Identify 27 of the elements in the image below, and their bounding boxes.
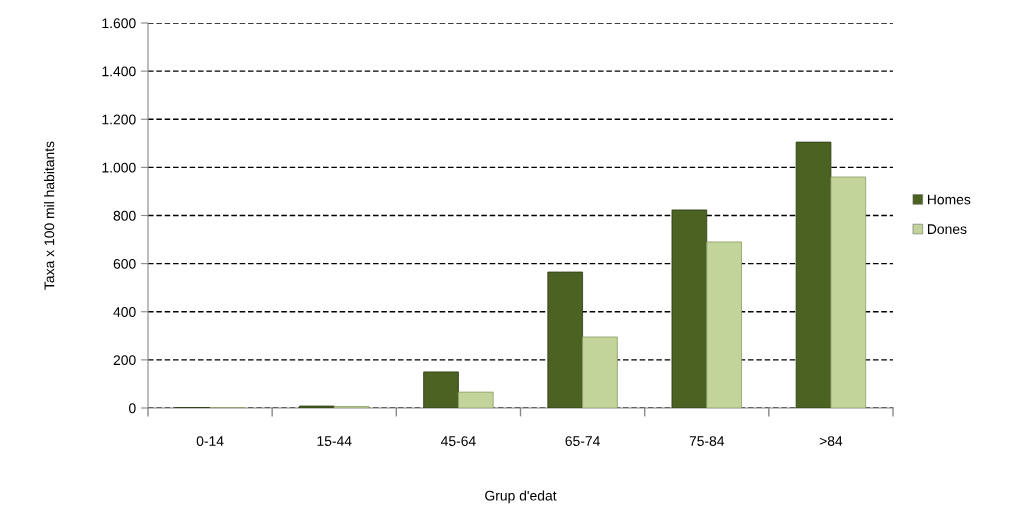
y-tick-label: 0 (129, 403, 136, 414)
x-tick-label: 45-64 (440, 436, 476, 446)
y-tick-label: 200 (113, 355, 136, 366)
x-tick-label: 75-84 (689, 436, 725, 446)
bar (458, 391, 494, 408)
legend-label: Homes (927, 194, 971, 205)
y-tick-label: 800 (113, 210, 136, 221)
y-tick-label: 600 (113, 258, 136, 269)
y-tick-label: 1.000 (102, 162, 136, 173)
bar (830, 176, 867, 408)
x-axis-title: Grup d'edat (485, 490, 557, 504)
y-axis-title: Taxa x 100 mil habitants (44, 141, 55, 290)
y-tick-label: 1.400 (102, 66, 136, 77)
x-tick-label: 0-14 (196, 436, 224, 446)
x-tick-label: 15-44 (317, 436, 352, 446)
bar (706, 241, 742, 408)
x-tick-label: 65-74 (565, 436, 600, 446)
bar (547, 271, 583, 408)
y-tick-label: 400 (113, 307, 136, 317)
bar (582, 336, 618, 408)
y-tick-label: 1.200 (102, 114, 136, 125)
x-tick-label: >84 (819, 436, 843, 446)
legend-label: Dones (927, 224, 967, 235)
y-tick-label: 1.600 (102, 18, 136, 29)
bar (671, 209, 708, 408)
bar (423, 371, 459, 408)
bar (795, 141, 832, 408)
